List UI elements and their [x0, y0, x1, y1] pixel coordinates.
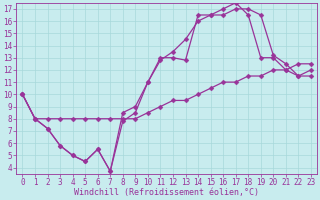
X-axis label: Windchill (Refroidissement éolien,°C): Windchill (Refroidissement éolien,°C) — [74, 188, 259, 197]
